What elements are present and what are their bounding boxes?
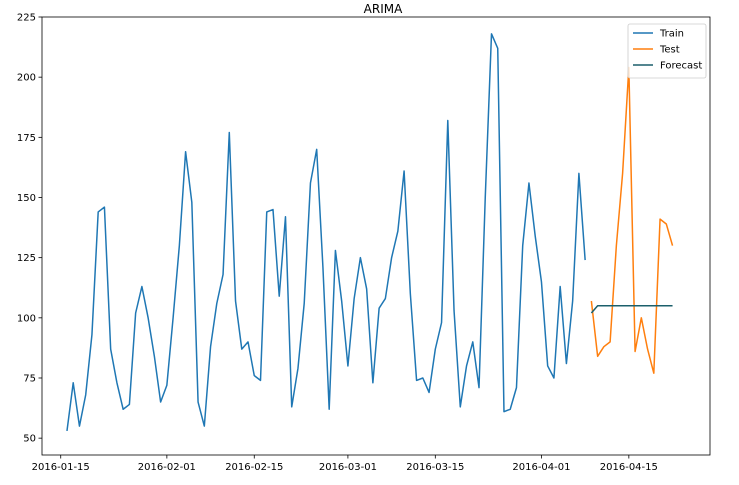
x-tick-label: 2016-02-15: [225, 462, 283, 473]
chart-title: ARIMA: [364, 2, 403, 16]
x-tick-label: 2016-04-15: [600, 462, 658, 473]
y-tick-label: 175: [17, 133, 36, 144]
legend-label-forecast: Forecast: [660, 61, 702, 72]
y-tick-label: 125: [17, 253, 36, 264]
y-tick-label: 150: [17, 193, 36, 204]
y-tick-label: 225: [17, 13, 36, 24]
legend-label-test: Test: [659, 45, 680, 56]
x-tick-label: 2016-02-01: [138, 462, 196, 473]
x-axis: 2016-01-15 2016-02-01 2016-02-15 2016-03-01…: [32, 455, 658, 473]
x-tick-label: 2016-04-01: [512, 462, 570, 473]
x-tick-label: 2016-03-01: [319, 462, 377, 473]
x-tick-label: 2016-01-15: [32, 462, 90, 473]
legend-label-train: Train: [659, 29, 684, 40]
y-tick-label: 100: [17, 313, 36, 324]
y-tick-label: 75: [23, 373, 36, 384]
y-tick-label: 200: [17, 73, 36, 84]
plot-area-frame: [41, 16, 711, 456]
legend: Train Test Forecast: [627, 23, 707, 79]
series-lines: [66, 33, 674, 432]
y-axis: 50 75 100 125 150 175 200 225: [17, 13, 42, 445]
x-tick-label: 2016-03-15: [406, 462, 464, 473]
series-line-forecast: [590, 305, 673, 314]
series-line-test: [590, 66, 674, 374]
series-line-train: [66, 33, 586, 432]
y-tick-label: 50: [23, 434, 36, 445]
